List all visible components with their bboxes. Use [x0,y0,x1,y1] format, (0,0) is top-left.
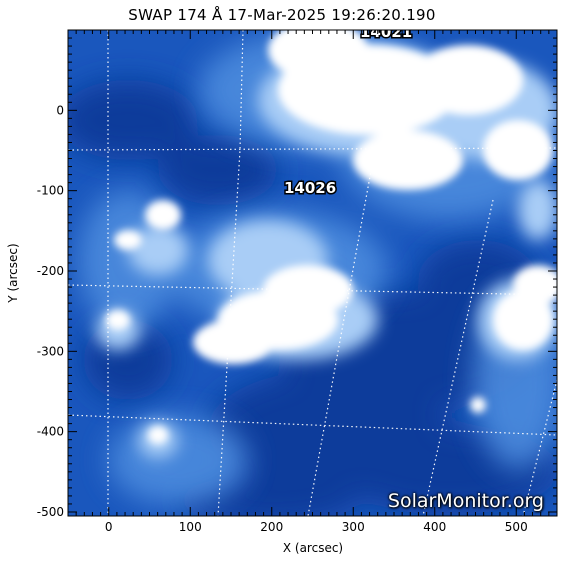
region-label: 14021 [360,30,412,41]
solar-image: 14021 14026 [68,30,557,516]
euv-emission-map: 14021 14026 [68,30,557,516]
tick-label: -100 [37,184,64,198]
image-title: SWAP 174 Å 17-Mar-2025 19:26:20.190 [128,6,436,24]
tick-label: 300 [342,520,365,534]
x-axis-label: X (arcsec) [283,541,343,555]
y-axis-label: Y (arcsec) [6,243,20,303]
tick-label: -300 [37,344,64,358]
tick-label: 200 [260,520,283,534]
tick-label: 400 [423,520,446,534]
region-label: 14026 [284,179,336,197]
y-axis-ticks: 0 -100 -200 -300 -400 -500 [37,29,557,519]
tick-label: -500 [37,505,64,519]
tick-label: 0 [56,103,64,117]
tick-label: 500 [505,520,528,534]
tick-label: 100 [179,520,202,534]
tick-label: -400 [37,425,64,439]
tick-label: -200 [37,264,64,278]
x-axis-ticks: 0 100 200 300 400 500 [67,30,558,534]
watermark: SolarMonitor.org [387,490,544,512]
tick-label: 0 [105,520,113,534]
